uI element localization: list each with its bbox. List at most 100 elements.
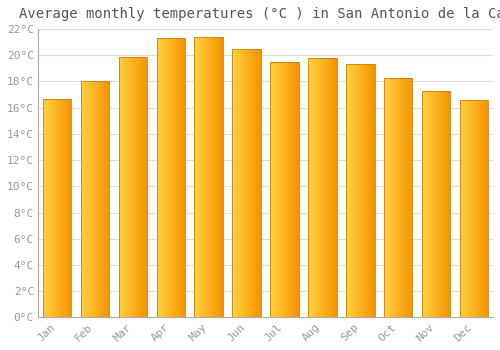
Bar [233,49,234,317]
Bar [449,91,450,317]
Bar [242,49,243,317]
Bar [272,62,273,317]
Bar [394,78,396,317]
Bar [437,91,438,317]
Bar [97,82,98,317]
Bar [85,82,86,317]
Bar [310,58,311,317]
Bar [354,64,356,317]
Bar [221,37,222,317]
Bar [359,64,360,317]
Bar [270,62,271,317]
Bar [195,37,196,317]
Bar [390,78,391,317]
Bar [43,99,44,317]
Bar [137,57,138,317]
Bar [43,99,72,317]
Bar [216,37,217,317]
Bar [63,99,64,317]
Bar [136,57,137,317]
Bar [373,64,374,317]
Bar [408,78,409,317]
Bar [362,64,363,317]
Bar [460,100,462,317]
Bar [438,91,439,317]
Bar [171,38,172,317]
Bar [308,58,336,317]
Bar [363,64,364,317]
Bar [357,64,358,317]
Bar [52,99,53,317]
Bar [211,37,212,317]
Bar [409,78,410,317]
Bar [146,57,147,317]
Bar [422,91,424,317]
Bar [422,91,450,317]
Bar [324,58,326,317]
Bar [81,82,82,317]
Bar [238,49,239,317]
Bar [251,49,252,317]
Bar [118,57,120,317]
Bar [103,82,104,317]
Bar [232,49,261,317]
Bar [293,62,294,317]
Bar [222,37,223,317]
Bar [387,78,388,317]
Bar [317,58,318,317]
Bar [333,58,334,317]
Bar [93,82,94,317]
Bar [241,49,242,317]
Bar [158,38,160,317]
Bar [54,99,55,317]
Bar [131,57,132,317]
Bar [143,57,144,317]
Bar [60,99,62,317]
Bar [252,49,253,317]
Bar [360,64,361,317]
Bar [128,57,130,317]
Bar [182,38,183,317]
Bar [397,78,398,317]
Bar [48,99,49,317]
Bar [201,37,202,317]
Bar [107,82,108,317]
Bar [46,99,47,317]
Bar [399,78,400,317]
Bar [212,37,213,317]
Bar [260,49,261,317]
Bar [361,64,362,317]
Bar [468,100,469,317]
Bar [288,62,289,317]
Bar [273,62,274,317]
Bar [428,91,429,317]
Bar [319,58,320,317]
Bar [108,82,109,317]
Bar [144,57,145,317]
Bar [291,62,292,317]
Bar [105,82,106,317]
Bar [270,62,299,317]
Title: Average monthly temperatures (°C ) in San Antonio de la Cal: Average monthly temperatures (°C ) in Sa… [18,7,500,21]
Bar [369,64,370,317]
Bar [313,58,314,317]
Bar [249,49,250,317]
Bar [348,64,349,317]
Bar [122,57,123,317]
Bar [476,100,477,317]
Bar [215,37,216,317]
Bar [156,38,158,317]
Bar [246,49,248,317]
Bar [161,38,162,317]
Bar [295,62,296,317]
Bar [309,58,310,317]
Bar [298,62,299,317]
Bar [167,38,168,317]
Bar [178,38,180,317]
Bar [68,99,69,317]
Bar [372,64,373,317]
Bar [64,99,65,317]
Bar [84,82,85,317]
Bar [88,82,90,317]
Bar [53,99,54,317]
